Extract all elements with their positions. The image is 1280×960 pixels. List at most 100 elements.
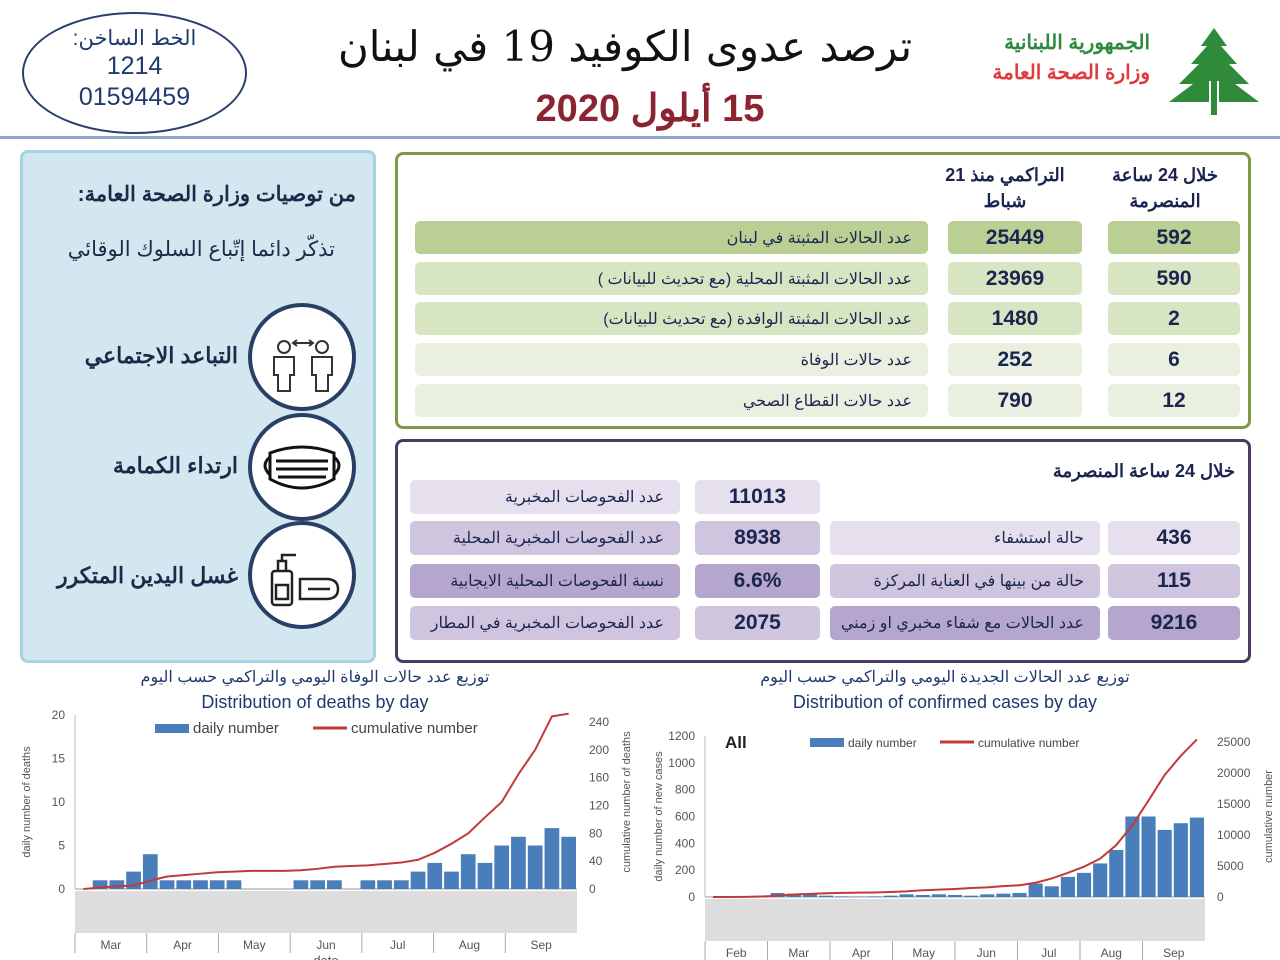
- hospital-row-label: عدد الحالات مع شفاء مخبري او زمني: [830, 606, 1100, 640]
- legend-swatch-daily: [810, 738, 844, 747]
- hospital-row-value: 436: [1108, 521, 1240, 555]
- hotline-number-2: 01594459: [78, 83, 191, 111]
- test-row-label: عدد الفحوصات المخبرية المحلية: [410, 521, 680, 555]
- y-tick-label: 20: [52, 708, 66, 722]
- daily-bar: [142, 854, 158, 889]
- recommendations-subtitle: تذكّر دائما إتّباع السلوك الوقائي: [67, 238, 335, 261]
- cumulative-line: [713, 738, 1198, 898]
- case-row-label: عدد حالات القطاع الصحي: [415, 384, 928, 417]
- case-row-24h: 592: [1108, 221, 1240, 254]
- test-row-label: عدد الفحوصات المخبرية في المطار: [410, 606, 680, 640]
- hospital-row-label: حالة من بينها في العناية المركزة: [830, 564, 1100, 598]
- hospital-row-value: 9216: [1108, 606, 1240, 640]
- hotline-label: الخط الساخن:: [72, 27, 197, 50]
- daily-bar: [1109, 850, 1124, 897]
- daily-bar: [915, 894, 930, 897]
- cedar-logo-icon: [1169, 28, 1259, 115]
- test-row-value: 2075: [695, 606, 820, 640]
- daily-bar: [444, 871, 459, 889]
- hospital-row-value: 115: [1108, 564, 1240, 598]
- case-row-label: عدد حالات الوفاة: [415, 343, 928, 376]
- case-row-cumulative: 252: [948, 343, 1082, 376]
- daily-bar: [818, 895, 834, 897]
- test-row-value: 8938: [695, 521, 820, 555]
- y2-axis-label: cumulative number: [1263, 770, 1275, 863]
- cumulative-line: [83, 712, 569, 890]
- case-row-cumulative: 25449: [948, 221, 1082, 254]
- daily-bar: [293, 880, 309, 889]
- daily-bar: [851, 896, 866, 897]
- daily-bar: [327, 880, 342, 889]
- daily-bar: [226, 880, 242, 889]
- y2-tick-label: 15000: [1217, 797, 1251, 811]
- daily-bar: [109, 880, 125, 889]
- ministry-name: وزارة الصحة العامة: [992, 62, 1150, 84]
- y-tick-label: 600: [675, 810, 695, 824]
- test-row-label: عدد الفحوصات المخبرية: [410, 480, 680, 514]
- cases-chart-title-ar: توزيع عدد الحالات الجديدة اليومي والتراك…: [760, 669, 1130, 686]
- y-tick-label: 15: [52, 752, 66, 766]
- daily-bar: [477, 862, 493, 889]
- y-tick-label: 400: [675, 836, 695, 850]
- daily-bar: [1157, 829, 1172, 897]
- case-row-label: عدد الحالات المثبتة في لبنان: [415, 221, 928, 254]
- tests-hospital-panel: [395, 439, 1251, 663]
- month-label: Jul: [390, 938, 405, 952]
- daily-bar: [544, 828, 560, 889]
- y2-tick-label: 0: [1217, 890, 1224, 904]
- month-label: Apr: [852, 946, 871, 960]
- month-label: Jul: [1041, 946, 1056, 960]
- recommendations-heading: من توصيات وزارة الصحة العامة:: [77, 183, 356, 206]
- daily-bar: [1141, 816, 1156, 897]
- daily-bar: [883, 895, 898, 897]
- month-label: Sep: [530, 938, 552, 952]
- cases-summary-panel: [395, 152, 1251, 429]
- y2-tick-label: 10000: [1217, 828, 1251, 842]
- daily-bar: [931, 894, 946, 897]
- y2-tick-label: 240: [589, 715, 609, 729]
- daily-bar: [494, 845, 510, 889]
- date-tick-strip: [75, 891, 577, 933]
- test-row-value: 11013: [695, 480, 820, 514]
- deaths-chart-title-ar: توزيع عدد حالات الوفاة اليومي والتراكمي …: [140, 669, 490, 686]
- x-axis-label: date: [313, 953, 338, 960]
- chart-annotation: All: [725, 733, 747, 752]
- cases-chart-title: Distribution of confirmed cases by day: [792, 692, 1098, 712]
- legend-daily: daily number: [848, 736, 917, 750]
- y-tick-label: 200: [675, 863, 695, 877]
- y2-tick-label: 200: [589, 743, 609, 757]
- social-distance-icon: [248, 303, 356, 411]
- y2-tick-label: 20000: [1217, 766, 1251, 780]
- daily-bar: [835, 896, 850, 897]
- cases-chart: 0 200 400 600 800 1000 1200 0 5000 10000 15000 2000…: [653, 729, 1275, 960]
- y-tick-label: 800: [675, 783, 695, 797]
- column-header-cumulative: التراكمي منذ 21 شباط: [945, 165, 1065, 211]
- face-mask-icon: [248, 413, 356, 521]
- y2-tick-label: 80: [589, 826, 603, 840]
- case-row-24h: 590: [1108, 262, 1240, 295]
- daily-bar: [460, 854, 476, 889]
- case-row-cumulative: 790: [948, 384, 1082, 417]
- case-row-label: عدد الحالات المثبتة المحلية (مع تحديث لل…: [415, 262, 928, 295]
- month-label: Aug: [459, 938, 480, 952]
- daily-bar: [980, 894, 995, 897]
- daily-bar: [964, 895, 979, 897]
- daily-bar: [1125, 816, 1140, 897]
- daily-bar: [802, 894, 817, 897]
- daily-bar: [511, 836, 526, 889]
- hand-wash-icon: [248, 521, 356, 629]
- daily-bar: [92, 880, 108, 889]
- recommendation-face-mask: ارتداء الكمامة: [113, 453, 238, 478]
- case-row-24h: 12: [1108, 384, 1240, 417]
- legend-daily: daily number: [193, 720, 279, 737]
- month-label: May: [243, 938, 266, 952]
- daily-bar: [176, 880, 192, 889]
- y2-tick-label: 160: [589, 771, 609, 785]
- daily-bar: [360, 880, 376, 889]
- y2-tick-label: 0: [589, 882, 596, 896]
- daily-bar: [1173, 823, 1188, 897]
- y2-axis-label: cumulative number of deaths: [621, 731, 633, 873]
- daily-bar: [527, 845, 543, 889]
- daily-bar: [1028, 883, 1043, 897]
